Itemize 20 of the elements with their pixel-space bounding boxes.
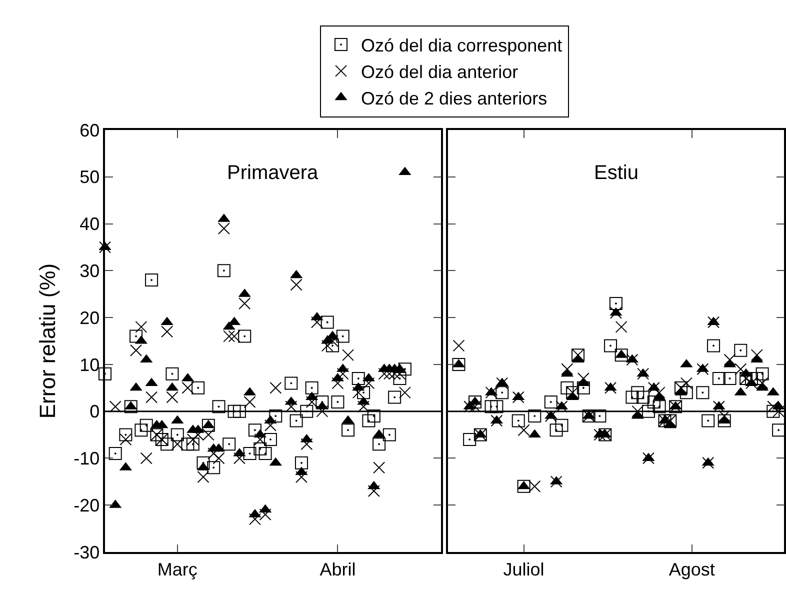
y-tick-label: -10 (74, 448, 100, 469)
legend-label: Ozó de 2 dies anteriors (361, 88, 548, 108)
y-tick-label: 40 (80, 214, 100, 234)
y-tick-label: 0 (90, 402, 100, 422)
y-tick-label: 20 (80, 308, 100, 328)
annotation: Primavera (227, 162, 320, 184)
x-tick-label: Març (157, 559, 198, 580)
x-tick-label: Abril (320, 559, 356, 580)
y-tick-label: 50 (80, 167, 100, 188)
legend-label: Ozó del dia corresponent (361, 36, 562, 56)
legend-label: Ozó del dia anterior (361, 62, 518, 82)
y-tick-label: -30 (74, 542, 100, 562)
y-axis-title: Error relatiu (%) (34, 263, 60, 419)
x-tick-label: Agost (668, 559, 715, 580)
annotation: Estiu (594, 162, 638, 184)
y-tick-label: -20 (74, 495, 100, 516)
y-tick-label: 10 (80, 354, 100, 375)
y-tick-label: 60 (80, 120, 100, 140)
y-tick-label: 30 (80, 260, 100, 281)
x-tick-label: Juliol (503, 559, 544, 580)
